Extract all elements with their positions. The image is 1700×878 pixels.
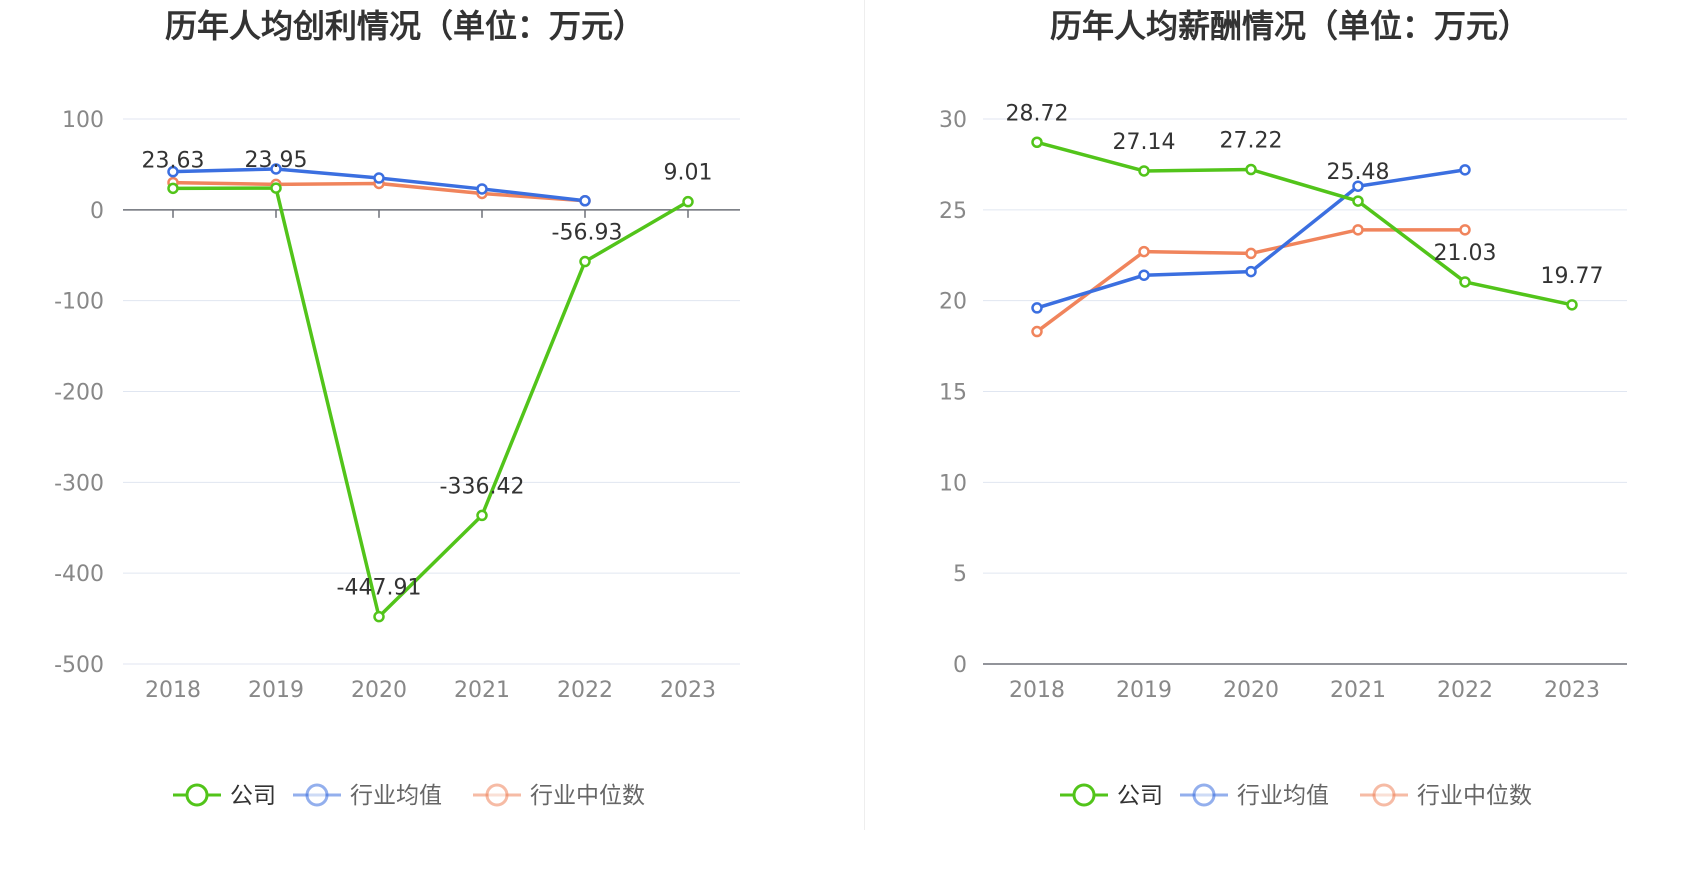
y-tick-label: 15 [939,381,967,406]
y-tick-label: 0 [953,653,967,678]
chart-title: 历年人均薪酬情况（单位：万元） [1050,7,1530,45]
data-point [1031,136,1043,149]
data-label: 9.01 [664,161,713,186]
data-label: -447.91 [337,576,422,601]
right-chart-panel: 历年人均薪酬情况（单位：万元） 30 25 20 15 10 5 0 2018 2019 2020 2… [850,0,1700,874]
x-tick-label: 2023 [660,678,716,703]
data-point [682,195,694,208]
y-tick-label: 20 [939,290,967,315]
y-tick-label: 100 [62,108,104,133]
x-tick-label: 2021 [454,678,510,703]
y-tick-label: -100 [54,290,104,315]
y-tick-label: -200 [54,381,104,406]
y-tick-label: -400 [54,562,104,587]
data-point [1245,163,1257,176]
data-point [167,165,179,178]
y-tick-label: 0 [90,199,104,224]
legend-item-0[interactable]: 公司 [173,783,276,809]
data-point [1459,224,1471,236]
x-tick-label: 2018 [145,678,201,703]
series-line-0 [1035,140,1574,307]
legend-label: 行业中位数 [1417,783,1532,809]
chart-title: 历年人均创利情况（单位：万元） [165,7,645,45]
data-label: 27.22 [1220,129,1283,154]
y-tick-label: 30 [939,108,967,133]
salary-per-capita-chart: 历年人均薪酬情况（单位：万元） 30 25 20 15 10 5 0 2018 2019 2020 2… [939,7,1627,809]
data-point [476,183,488,195]
x-tick-label: 2022 [1437,678,1493,703]
legend-circle-icon [1192,783,1216,807]
legend-label: 行业中位数 [530,783,645,809]
legend-label: 公司 [230,783,276,809]
series-line-2 [1035,228,1467,334]
data-label: 21.03 [1434,241,1497,266]
legend-label: 行业均值 [350,783,442,809]
data-point [1031,325,1043,338]
legend-item-1[interactable]: 行业均值 [293,783,442,809]
legend-item-2[interactable]: 行业中位数 [473,783,645,809]
x-tick-label: 2018 [1009,678,1065,703]
data-label: -336.42 [440,474,525,499]
data-point [1031,302,1043,314]
data-point [167,182,179,195]
x-tick-label: 2020 [351,678,407,703]
data-point [1138,269,1150,281]
y-tick-label: 25 [939,199,967,224]
data-point [373,610,385,623]
data-label: 23.95 [245,148,308,173]
y-tick-label: 10 [939,471,967,496]
data-label: 27.14 [1113,130,1176,155]
data-label: -56.93 [552,221,623,246]
data-point [1352,195,1364,207]
x-tick-label: 2020 [1223,678,1279,703]
series-line-0 [171,186,690,619]
panel-divider [864,0,865,830]
data-point [579,195,591,207]
data-label: 23.63 [142,148,205,173]
data-label: 19.77 [1541,264,1604,289]
y-tick-label: -500 [54,653,104,678]
legend-circle-icon [185,783,209,807]
y-tick-label: 5 [953,562,967,587]
data-point [1352,224,1364,236]
data-point [1245,265,1257,278]
data-point [1459,276,1471,288]
data-point [476,509,488,522]
data-point [1138,245,1150,258]
legend-label: 公司 [1117,783,1163,809]
x-tick-label: 2021 [1330,678,1386,703]
data-point [579,255,591,268]
data-point [1138,165,1150,177]
data-point [1352,180,1364,192]
data-point [1566,299,1578,311]
data-point [373,172,385,184]
x-tick-label: 2019 [248,678,304,703]
legend-label: 行业均值 [1237,783,1329,809]
legend-item-2[interactable]: 行业中位数 [1360,783,1532,809]
y-tick-label: -300 [54,471,104,496]
x-tick-label: 2022 [557,678,613,703]
data-label: 25.48 [1327,160,1390,185]
data-label: 28.72 [1006,101,1069,126]
left-chart-panel: 历年人均创利情况（单位：万元） 100 0 -100 -200 -300 -400 -500 2… [0,0,850,874]
legend-circle-icon [305,783,329,807]
data-point [1245,247,1257,260]
legend-circle-icon [1072,783,1096,807]
x-tick-label: 2019 [1116,678,1172,703]
x-tick-label: 2023 [1544,678,1600,703]
legend-circle-icon [1372,783,1396,807]
data-point [270,163,282,175]
profit-per-capita-chart: 历年人均创利情况（单位：万元） 100 0 -100 -200 -300 -400 -500 2… [54,7,740,809]
legend-item-0[interactable]: 公司 [1060,783,1163,809]
data-point [270,182,282,194]
legend-circle-icon [485,783,509,807]
series-line-1 [1035,168,1467,310]
data-point [1459,164,1471,176]
legend-item-1[interactable]: 行业均值 [1180,783,1329,809]
